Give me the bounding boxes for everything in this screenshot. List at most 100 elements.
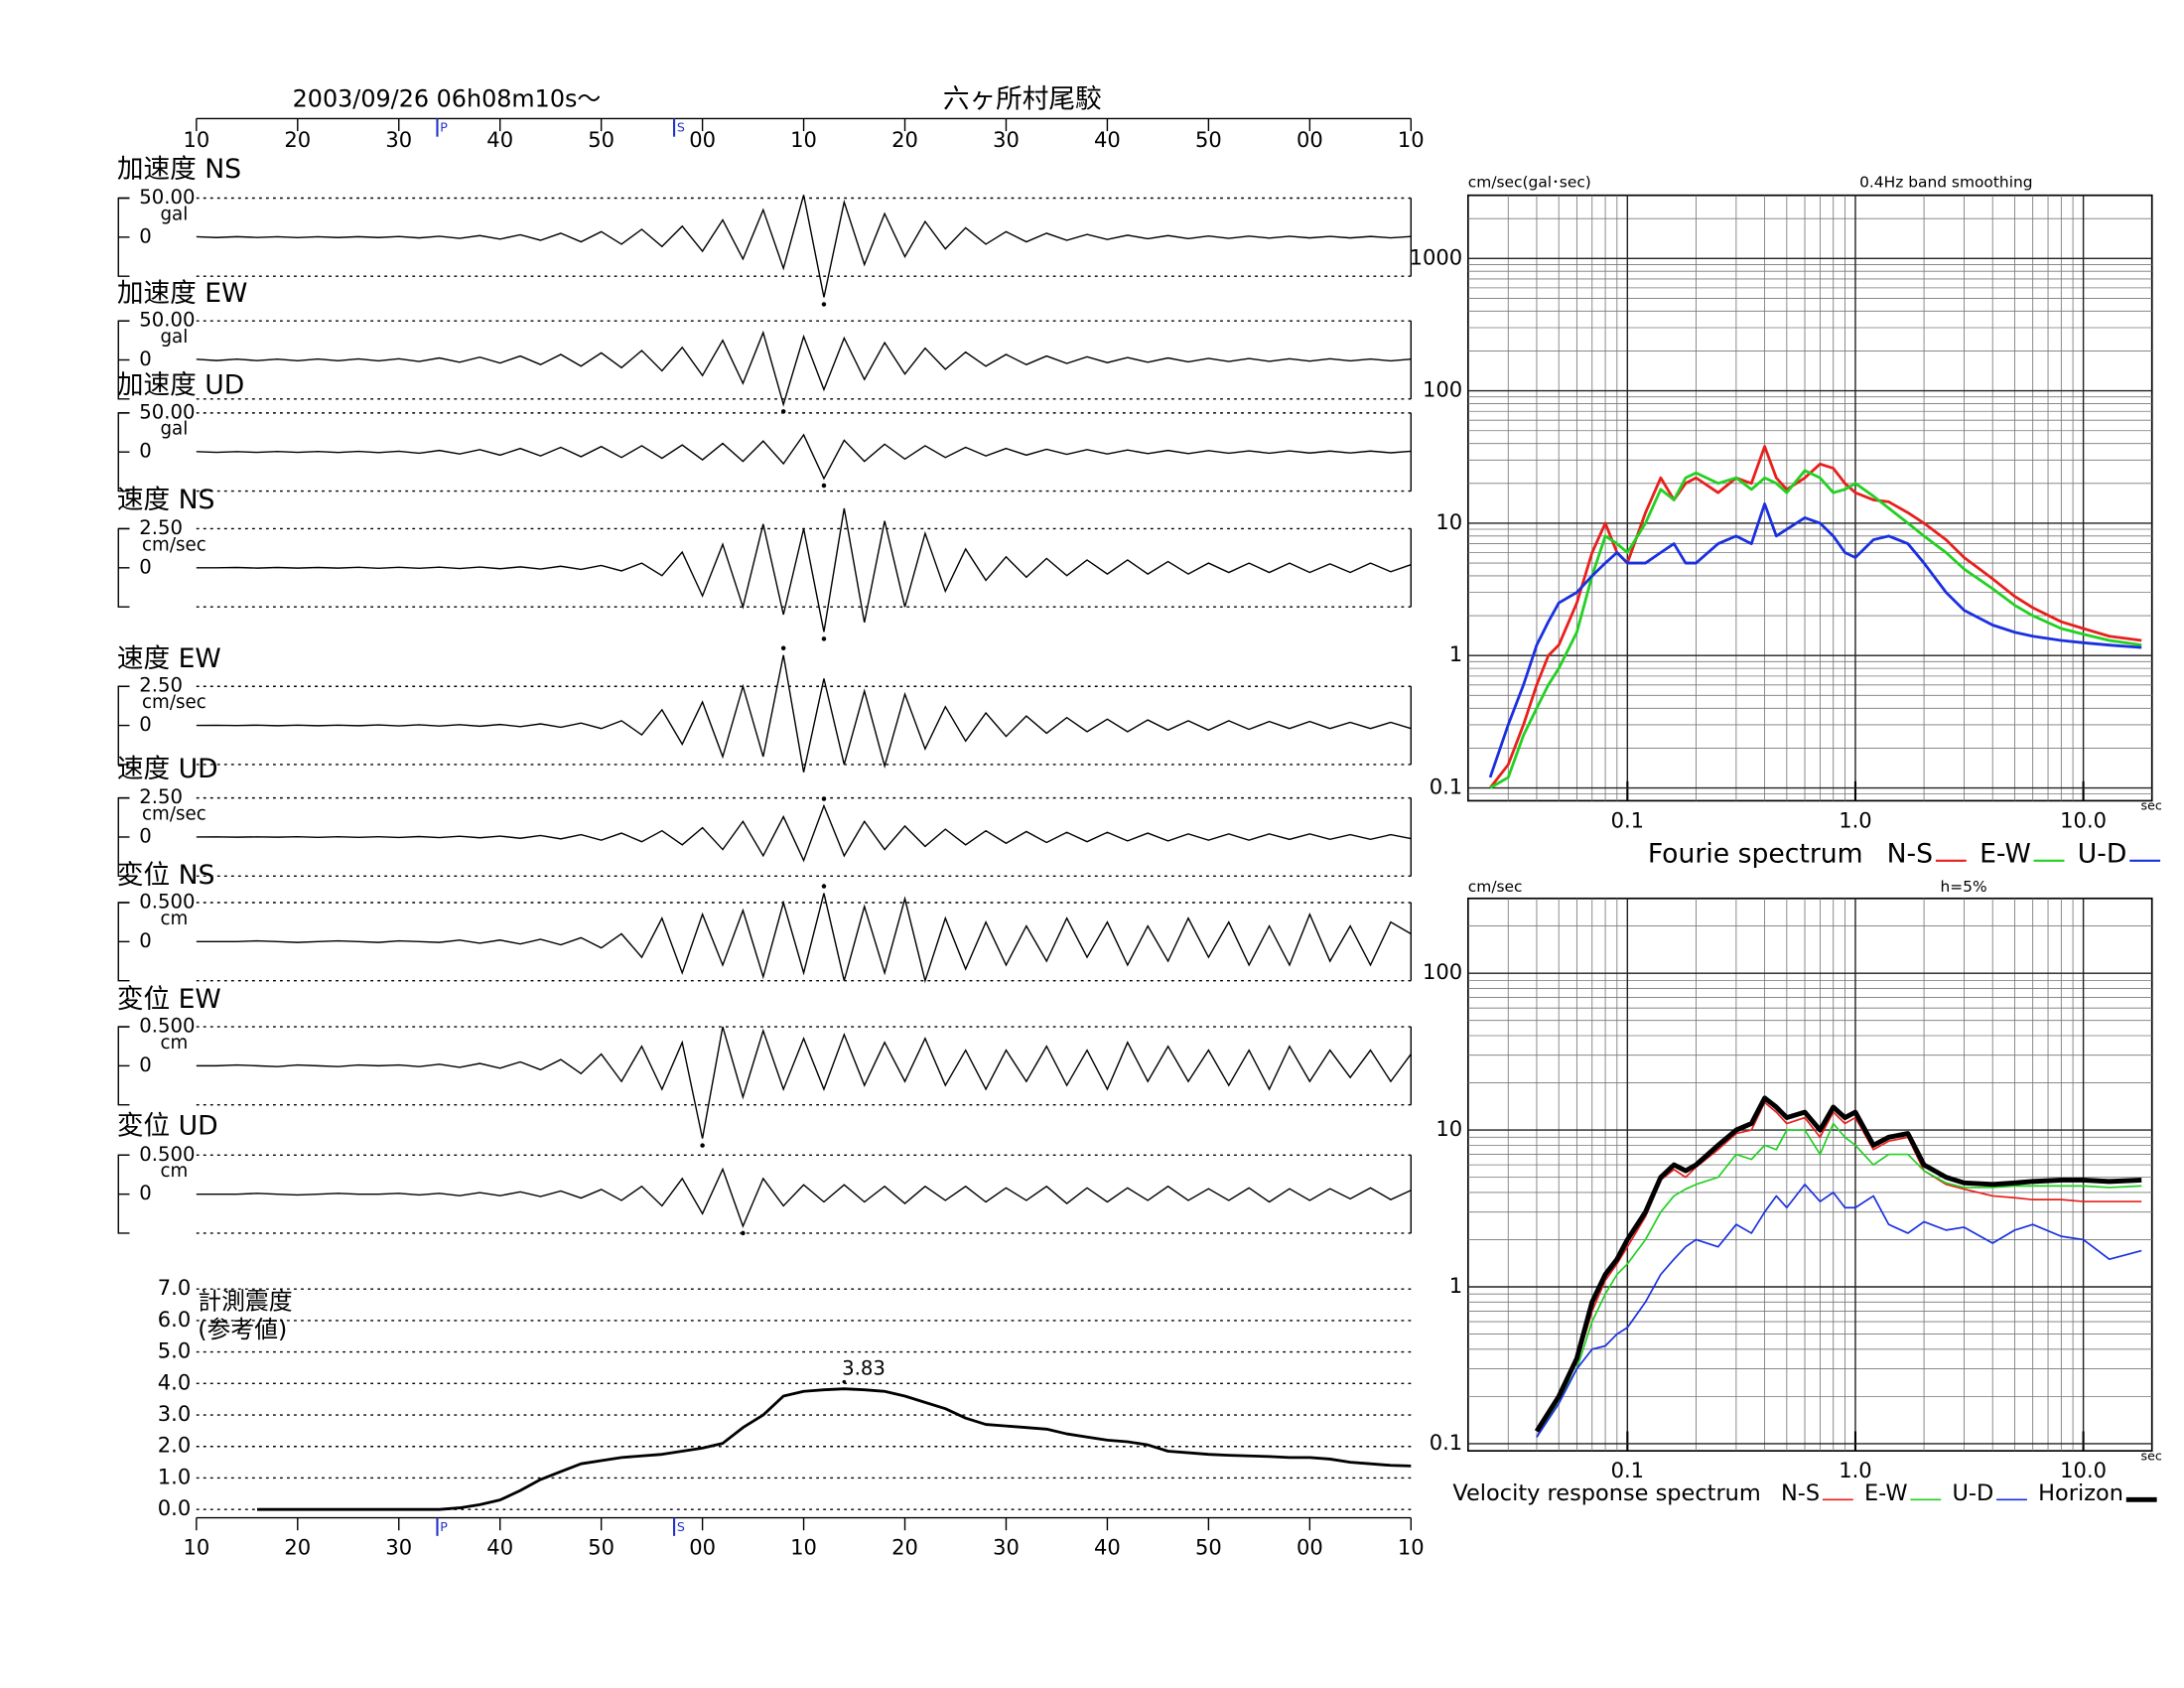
- y-tick-label: 1: [1449, 1273, 1462, 1298]
- legend-label: U-D: [1952, 1480, 1993, 1506]
- x-tick-label: 20: [891, 1534, 918, 1559]
- chart-title: 2003/09/26 06h08m10s〜: [293, 85, 602, 113]
- plot-frame: [1466, 194, 2153, 802]
- y-tick-label: 100: [1423, 959, 1462, 984]
- y-tick-label: 2.50: [139, 785, 183, 808]
- x-unit: sec: [2141, 1448, 2162, 1463]
- legend-label: U-D: [2078, 839, 2127, 870]
- unit-label: cm/sec: [142, 534, 206, 555]
- x-tick-label: 1.0: [1839, 1458, 1871, 1482]
- chart-title: Velocity response spectrum: [1452, 1480, 1760, 1506]
- trace-label: 加速度 EW: [117, 278, 248, 309]
- unit-label: cm: [160, 1033, 188, 1054]
- x-tick-label: 40: [1094, 127, 1121, 152]
- unit-label: cm/sec: [142, 803, 206, 824]
- trace-label: 加速度 UD: [117, 370, 244, 401]
- trace-label: 速度 NS: [117, 485, 215, 515]
- peak-label: 3.83: [842, 1357, 886, 1380]
- x-tick-label: 50: [588, 1534, 614, 1559]
- x-tick-label: 40: [486, 127, 513, 152]
- y-axis-label: cm/sec(gal･sec): [1468, 174, 1591, 192]
- y-tick-label: 0: [139, 555, 151, 578]
- waveform: [196, 1167, 1412, 1228]
- x-tick-label: 10.0: [2060, 1458, 2107, 1482]
- x-tick-label: 10: [790, 127, 817, 152]
- series-line: [1488, 502, 2142, 778]
- y-tick-label: 50.00: [139, 400, 195, 423]
- unit-label: cm: [160, 909, 188, 929]
- legend-label: E-W: [1979, 839, 2031, 870]
- y-tick-label: 0.1: [1430, 774, 1462, 799]
- y-tick-label: 5.0: [158, 1338, 191, 1363]
- x-tick-label: 40: [1094, 1534, 1121, 1559]
- x-tick-label: 30: [385, 127, 412, 152]
- phase-label: P: [440, 1519, 448, 1534]
- x-tick-label: 50: [588, 127, 614, 152]
- trace-label: 加速度 NS: [117, 154, 241, 185]
- waveform: [196, 195, 1412, 298]
- x-tick-label: 50: [1195, 127, 1222, 152]
- unit-label: gal: [160, 419, 188, 440]
- chart-subtitle: (参考値): [198, 1316, 287, 1343]
- legend-label: N-S: [1887, 839, 1933, 870]
- y-tick-label: 0.0: [158, 1495, 191, 1520]
- trace-label: 変位 NS: [117, 860, 215, 891]
- y-tick-label: 0.500: [139, 890, 195, 913]
- trace-label: 変位 UD: [117, 1111, 218, 1142]
- y-tick-label: 50.00: [139, 309, 195, 332]
- peak-dot: [700, 1143, 705, 1148]
- series-line: [1489, 469, 2142, 789]
- waveform: [196, 654, 1412, 773]
- x-tick-label: 0.1: [1611, 808, 1644, 833]
- trace-label: 変位 EW: [117, 984, 221, 1015]
- phase-label: S: [677, 1519, 685, 1534]
- series-line: [1536, 1122, 2142, 1438]
- peak-dot: [780, 645, 786, 650]
- waveform: [196, 803, 1412, 863]
- y-tick-label: 0.1: [1430, 1430, 1462, 1455]
- x-tick-label: 50: [1195, 1534, 1222, 1559]
- y-tick-label: 0: [139, 713, 151, 736]
- x-tick-label: 20: [284, 1534, 311, 1559]
- y-tick-label: 10: [1435, 509, 1462, 534]
- y-tick-label: 2.50: [139, 674, 183, 697]
- waveform: [196, 330, 1412, 407]
- y-tick-label: 0: [139, 824, 151, 847]
- unit-label: cm/sec: [142, 692, 206, 713]
- x-tick-label: 0.1: [1611, 1458, 1644, 1482]
- unit-label: gal: [160, 327, 188, 348]
- trace-label: 速度 UD: [117, 754, 218, 784]
- x-tick-label: 30: [993, 127, 1020, 152]
- waveform: [196, 433, 1412, 481]
- x-tick-label: 10: [183, 127, 209, 152]
- note: 0.4Hz band smoothing: [1859, 174, 2032, 192]
- x-tick-label: 10: [183, 1534, 209, 1559]
- waveform: [196, 507, 1412, 633]
- plot-frame: [1466, 897, 2153, 1452]
- peak-dot: [842, 1379, 847, 1384]
- y-tick-label: 0: [139, 224, 151, 247]
- y-tick-label: 3.0: [158, 1401, 191, 1426]
- y-tick-label: 1.0: [158, 1464, 191, 1488]
- legend-label: E-W: [1864, 1480, 1908, 1506]
- x-tick-label: 20: [891, 127, 918, 152]
- x-tick-label: 40: [486, 1534, 513, 1559]
- phase-label: P: [440, 120, 448, 135]
- peak-dot: [821, 483, 827, 489]
- x-tick-label: 10: [1398, 127, 1425, 152]
- series-line: [1536, 1101, 2142, 1438]
- x-tick-label: 20: [284, 127, 311, 152]
- y-tick-label: 2.0: [158, 1433, 191, 1458]
- y-tick-label: 0: [139, 1182, 151, 1204]
- y-tick-label: 7.0: [158, 1275, 191, 1300]
- y-tick-label: 0: [139, 1054, 151, 1076]
- x-tick-label: 10: [1398, 1534, 1425, 1559]
- y-tick-label: 10: [1435, 1116, 1462, 1141]
- y-tick-label: 1: [1449, 641, 1462, 666]
- peak-dot: [821, 884, 827, 889]
- waveform: [196, 893, 1412, 984]
- phase-label: S: [677, 120, 685, 135]
- peak-dot: [741, 1230, 746, 1236]
- y-tick-label: 0.500: [139, 1015, 195, 1038]
